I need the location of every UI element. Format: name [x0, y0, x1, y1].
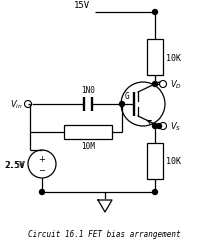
Polygon shape — [98, 200, 112, 212]
Text: 2.5V: 2.5V — [5, 160, 25, 169]
Text: $V_{in}$: $V_{in}$ — [10, 98, 23, 111]
Circle shape — [152, 190, 157, 195]
Circle shape — [152, 124, 157, 129]
Text: +: + — [38, 154, 45, 163]
Circle shape — [120, 102, 125, 107]
Text: 10K: 10K — [166, 157, 181, 166]
Text: $V_D$: $V_D$ — [170, 78, 182, 91]
Text: 10K: 10K — [166, 53, 181, 62]
Text: 1N0: 1N0 — [81, 86, 95, 94]
Text: 15V: 15V — [74, 1, 90, 10]
Bar — [64, 125, 112, 139]
Text: Circuit 16.1 FET bias arrangement: Circuit 16.1 FET bias arrangement — [28, 230, 180, 239]
Text: $V_S$: $V_S$ — [170, 120, 181, 133]
Text: −: − — [38, 166, 46, 175]
Bar — [147, 40, 163, 76]
Circle shape — [152, 11, 157, 15]
Bar — [147, 143, 163, 179]
Circle shape — [156, 124, 161, 129]
Text: 2.5V: 2.5V — [4, 160, 24, 169]
Circle shape — [152, 82, 157, 87]
Text: 10M: 10M — [81, 141, 95, 150]
Circle shape — [40, 190, 45, 195]
Text: G: G — [125, 92, 130, 101]
